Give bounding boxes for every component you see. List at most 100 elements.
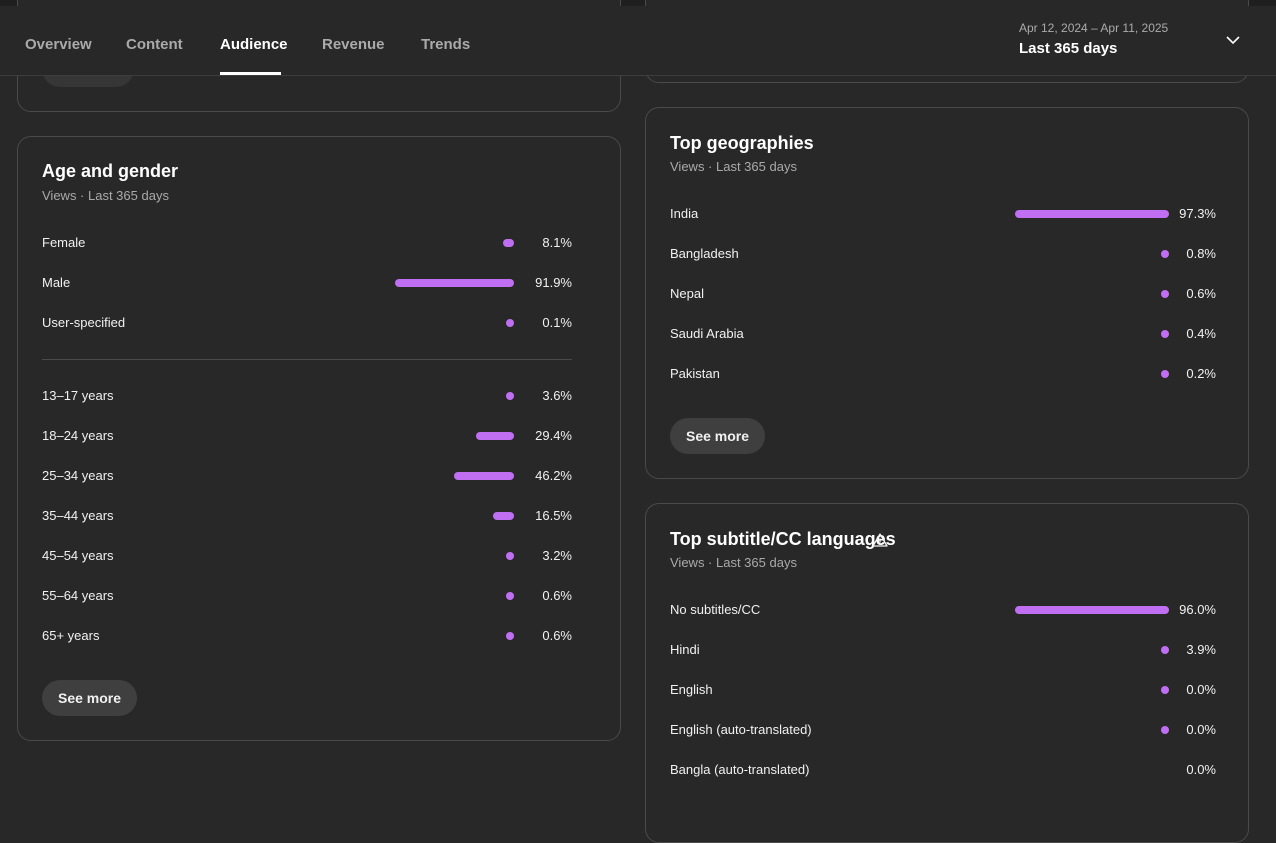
card-subtitle: Views · Last 365 days — [42, 188, 169, 203]
row-label: 65+ years — [42, 628, 100, 643]
percentage-bar — [506, 319, 514, 327]
card-subtitle: Views · Last 365 days — [670, 555, 797, 570]
data-row: 18–24 years 29.4% — [42, 426, 572, 446]
data-row: Nepal 0.6% — [670, 284, 1216, 304]
tab-trends[interactable]: Trends — [421, 36, 471, 53]
row-value: 97.3% — [1179, 206, 1216, 221]
top-subtitle-languages-card: Top subtitle/CC languages Views · Last 3… — [645, 503, 1249, 843]
percentage-bar — [1161, 370, 1169, 378]
row-label: 45–54 years — [42, 548, 114, 563]
percentage-bar — [503, 239, 514, 247]
active-tab-indicator — [220, 72, 281, 75]
row-value: 0.4% — [1186, 326, 1216, 341]
see-more-button[interactable]: See more — [42, 680, 138, 716]
data-row: Male 91.9% — [42, 273, 572, 293]
row-label: User-specified — [42, 315, 126, 330]
age-gender-card: Age and gender Views · Last 365 days Fem… — [17, 136, 621, 741]
data-row: English (auto-translated) 0.0% — [670, 720, 1216, 740]
date-range-text[interactable]: Apr 12, 2024 – Apr 11, 2025 — [1019, 21, 1169, 35]
card-title: Top geographies — [670, 133, 814, 153]
percentage-bar — [493, 512, 514, 520]
chevron-down-icon[interactable] — [1224, 34, 1242, 46]
row-value: 0.2% — [1186, 366, 1216, 381]
tab-revenue[interactable]: Revenue — [322, 36, 385, 53]
row-value: 29.4% — [535, 428, 572, 443]
row-value: 8.1% — [542, 235, 572, 250]
percentage-bar — [506, 552, 514, 560]
row-label: 18–24 years — [42, 428, 114, 443]
row-value: 3.6% — [542, 388, 572, 403]
row-value: 16.5% — [535, 508, 572, 523]
row-label: Saudi Arabia — [670, 326, 744, 341]
percentage-bar — [1161, 686, 1169, 694]
percentage-bar — [506, 392, 514, 400]
row-label: 25–34 years — [42, 468, 114, 483]
row-value: 0.8% — [1186, 246, 1216, 261]
date-period-label[interactable]: Last 365 days — [1019, 40, 1118, 57]
percentage-bar — [1161, 290, 1169, 298]
tab-content[interactable]: Content — [126, 36, 183, 53]
row-label: No subtitles/CC — [670, 602, 761, 617]
row-value: 3.9% — [1186, 642, 1216, 657]
row-label: 35–44 years — [42, 508, 114, 523]
percentage-bar — [1161, 330, 1169, 338]
data-row: Bangla (auto-translated) 0.0% — [670, 760, 1216, 780]
data-row: 35–44 years 16.5% — [42, 506, 572, 526]
data-row: Female 8.1% — [42, 233, 572, 253]
top-band — [0, 0, 1276, 6]
data-row: India 97.3% — [670, 204, 1216, 224]
top-geographies-card: Top geographies Views · Last 365 days In… — [645, 107, 1249, 479]
data-row: 65+ years 0.6% — [42, 626, 572, 646]
card-title: Top subtitle/CC languages — [670, 529, 896, 549]
card-title: Age and gender — [42, 161, 179, 181]
data-row: 45–54 years 3.2% — [42, 546, 572, 566]
row-value: 0.0% — [1186, 682, 1216, 697]
data-row: Saudi Arabia 0.4% — [670, 324, 1216, 344]
row-label: Bangla (auto-translated) — [670, 762, 810, 777]
percentage-bar — [1161, 646, 1169, 654]
row-value: 91.9% — [535, 275, 572, 290]
divider — [42, 359, 572, 360]
data-row: English 0.0% — [670, 680, 1216, 700]
card-subtitle: Views · Last 365 days — [670, 159, 797, 174]
row-label: Hindi — [670, 642, 700, 657]
data-row: 55–64 years 0.6% — [42, 586, 572, 606]
row-value: 0.0% — [1186, 762, 1216, 777]
row-value: 0.6% — [542, 628, 572, 643]
percentage-bar — [1161, 726, 1169, 734]
see-more-button[interactable]: See more — [670, 418, 766, 454]
row-label: Bangladesh — [670, 246, 739, 261]
percentage-bar — [1015, 210, 1169, 218]
row-label: Nepal — [670, 286, 704, 301]
row-label: English (auto-translated) — [670, 722, 812, 737]
warning-icon[interactable] — [872, 532, 888, 548]
data-row: 25–34 years 46.2% — [42, 466, 572, 486]
percentage-bar — [506, 592, 514, 600]
row-label: Male — [42, 275, 71, 290]
row-label: English — [670, 682, 713, 697]
percentage-bar — [506, 632, 514, 640]
percentage-bar — [1161, 250, 1169, 258]
row-value: 96.0% — [1179, 602, 1216, 617]
row-label: Pakistan — [670, 366, 720, 381]
row-label: 13–17 years — [42, 388, 114, 403]
row-label: Female — [42, 235, 86, 250]
data-row: Pakistan 0.2% — [670, 364, 1216, 384]
percentage-bar — [476, 432, 514, 440]
row-value: 0.1% — [542, 315, 572, 330]
row-value: 3.2% — [542, 548, 572, 563]
row-label: 55–64 years — [42, 588, 114, 603]
data-row: No subtitles/CC 96.0% — [670, 600, 1216, 620]
percentage-bar — [1015, 606, 1169, 614]
row-value: 0.6% — [542, 588, 572, 603]
data-row: Hindi 3.9% — [670, 640, 1216, 660]
tab-overview[interactable]: Overview — [25, 36, 92, 53]
row-value: 0.6% — [1186, 286, 1216, 301]
analytics-header: Overview Content Audience Revenue Trends… — [0, 6, 1276, 76]
data-row: 13–17 years 3.6% — [42, 386, 572, 406]
data-row: Bangladesh 0.8% — [670, 244, 1216, 264]
row-value: 46.2% — [535, 468, 572, 483]
percentage-bar — [454, 472, 514, 480]
tab-audience[interactable]: Audience — [220, 36, 288, 53]
row-label: India — [670, 206, 699, 221]
